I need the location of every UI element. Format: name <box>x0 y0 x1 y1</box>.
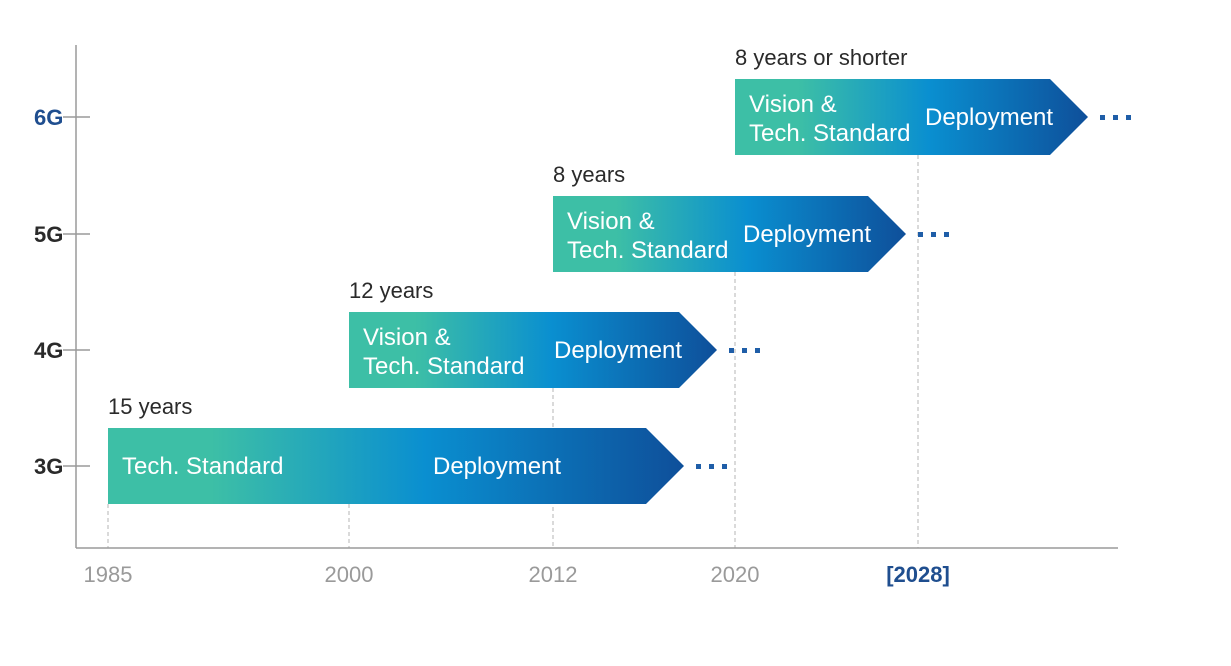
continuation-dot <box>696 464 701 469</box>
duration-label: 15 years <box>108 394 192 419</box>
duration-label: 12 years <box>349 278 433 303</box>
phase1-label-line: Tech. Standard <box>749 120 910 147</box>
continuation-dot <box>755 348 760 353</box>
generation-band-3g <box>108 428 684 504</box>
x-tick-label: 2000 <box>325 562 374 587</box>
phase2-label: Deployment <box>743 221 871 248</box>
generation-band-5g <box>553 196 906 272</box>
x-tick-label: [2028] <box>886 562 950 587</box>
continuation-dot <box>709 464 714 469</box>
continuation-dot <box>729 348 734 353</box>
continuation-dot <box>1126 115 1131 120</box>
continuation-dot <box>1100 115 1105 120</box>
generation-label: 6G <box>34 105 63 130</box>
generation-band-6g <box>735 79 1088 155</box>
x-tick-label: 2020 <box>711 562 760 587</box>
generation-label: 5G <box>34 222 63 247</box>
phase2-label: Deployment <box>925 104 1053 131</box>
generation-band-4g <box>349 312 717 388</box>
axes: 1985 2000 2012 2020 [2028] 3G 4G 5G 6G <box>34 45 1118 587</box>
continuation-dot <box>742 348 747 353</box>
x-tick-label: 1985 <box>84 562 133 587</box>
phase2-label: Deployment <box>433 453 561 480</box>
duration-label: 8 years <box>553 162 625 187</box>
continuation-dot <box>722 464 727 469</box>
generation-bands: 15 years Tech. Standard Deployment 12 years… <box>108 45 1131 504</box>
continuation-dot <box>944 232 949 237</box>
x-tick-label: 2012 <box>529 562 578 587</box>
phase1-label: Tech. Standard <box>122 453 283 480</box>
phase1-label-line: Tech. Standard <box>363 353 524 380</box>
continuation-dot <box>931 232 936 237</box>
continuation-dot <box>918 232 923 237</box>
phase1-label-line: Vision & <box>749 91 837 118</box>
continuation-dot <box>1113 115 1118 120</box>
phase1-label-line: Tech. Standard <box>567 237 728 264</box>
phase1-label-line: Vision & <box>363 324 451 351</box>
phase1-label-line: Vision & <box>567 208 655 235</box>
phase2-label: Deployment <box>554 337 682 364</box>
generation-label: 4G <box>34 338 63 363</box>
generation-label: 3G <box>34 454 63 479</box>
duration-label: 8 years or shorter <box>735 45 907 70</box>
